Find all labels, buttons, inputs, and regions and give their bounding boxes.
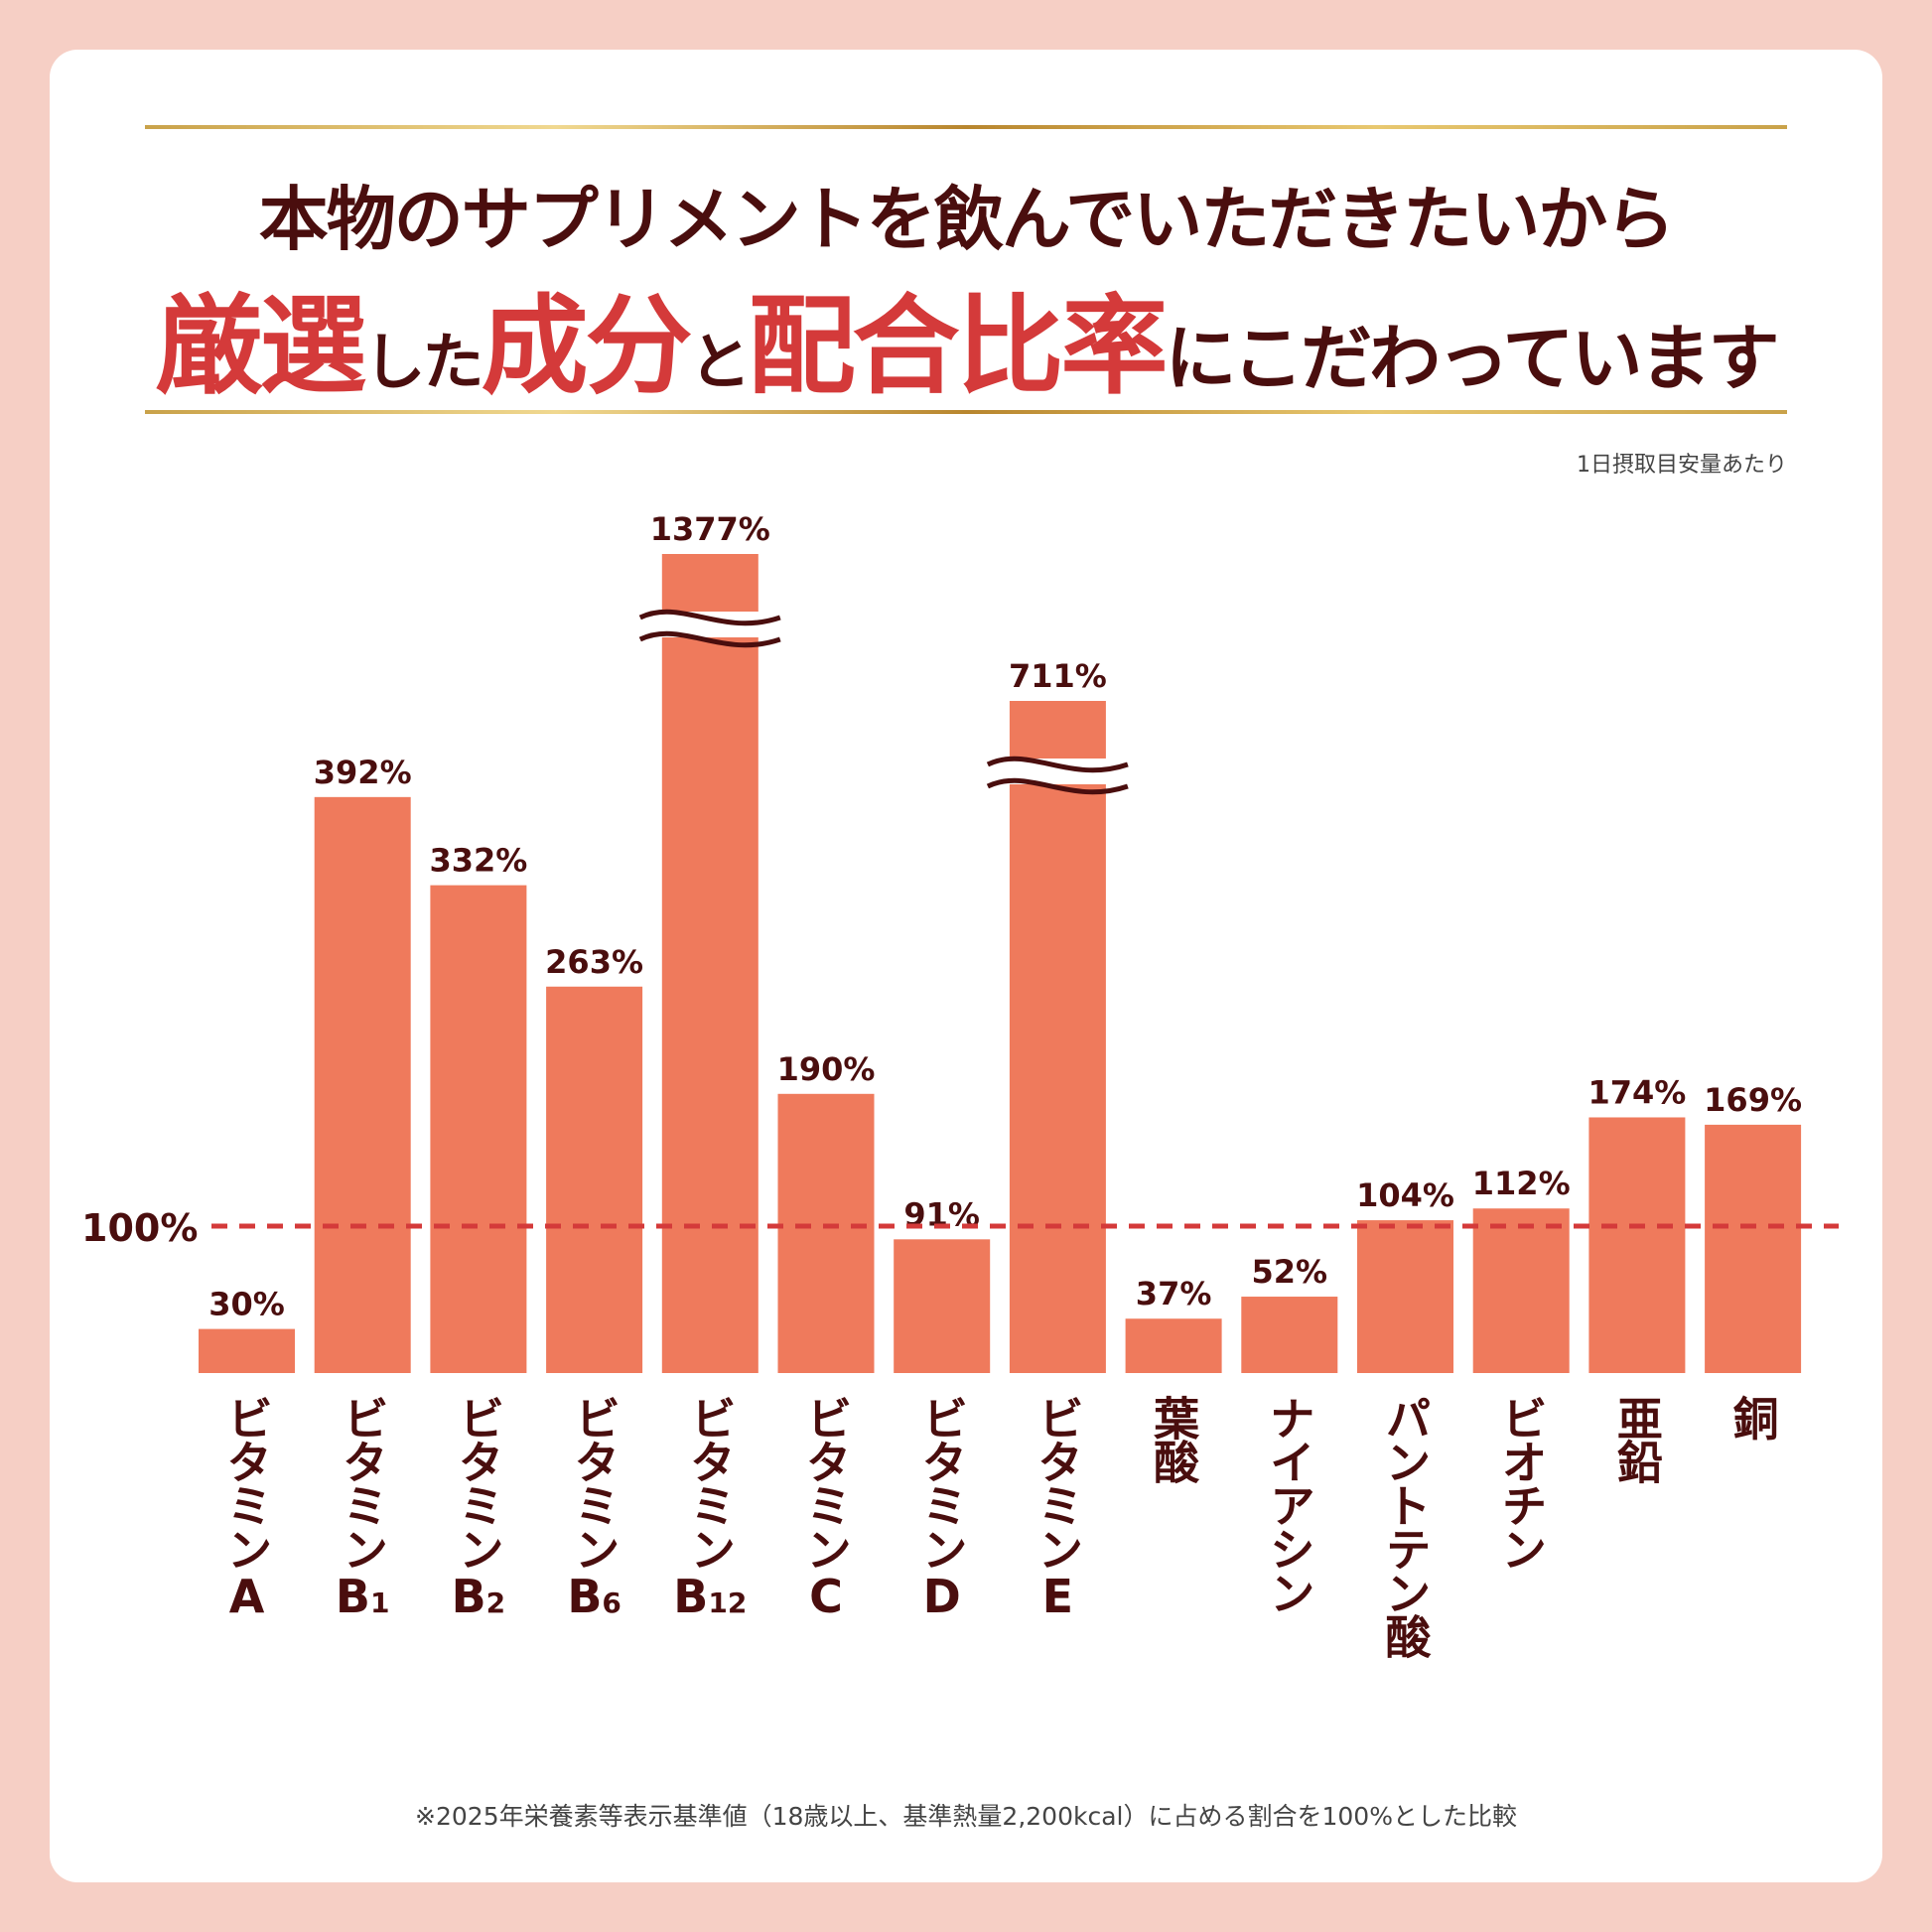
value-label: 332% — [429, 842, 527, 880]
value-label: 169% — [1704, 1081, 1802, 1119]
category-letter: B — [673, 1570, 709, 1623]
value-label: 190% — [777, 1050, 876, 1088]
category-main: 葉酸 — [1147, 1395, 1201, 1482]
category-main: ビタミン — [799, 1395, 853, 1570]
category-label: ビタミン C — [778, 1395, 875, 1619]
bar — [661, 554, 759, 1373]
bar — [1705, 1124, 1802, 1373]
value-label: 52% — [1252, 1253, 1328, 1291]
category-suffix: E — [1042, 1574, 1073, 1619]
category-letter: A — [228, 1570, 265, 1623]
axis-break-wave — [986, 756, 1129, 773]
title-part: と — [689, 326, 752, 398]
category-label: ビタミン B1 — [315, 1395, 411, 1619]
bar — [546, 986, 643, 1373]
bar — [1125, 1318, 1222, 1373]
bar — [894, 1239, 991, 1373]
bar — [1357, 1220, 1453, 1373]
bar — [1588, 1117, 1686, 1373]
title-line-1: 本物のサプリメントを飲んでいただきたいから — [258, 178, 1676, 260]
category-suffix: B2 — [452, 1574, 506, 1619]
category-label: パントテン酸 — [1357, 1395, 1453, 1657]
title-part: 配合比率 — [748, 284, 1169, 409]
bar — [430, 885, 527, 1373]
category-label: ビタミン E — [1010, 1395, 1106, 1619]
footnote: ※2025年栄養素等表示基準値（18歳以上、基準熱量2,200kcal）に占める… — [415, 1802, 1517, 1831]
category-suffix: B6 — [567, 1574, 621, 1619]
category-label: ビタミン D — [894, 1395, 990, 1619]
category-suffix: B12 — [673, 1574, 747, 1619]
axis-break-wave — [638, 630, 781, 648]
category-suffix: B1 — [336, 1574, 390, 1619]
category-main: ビタミン — [1031, 1395, 1085, 1570]
category-label: 銅 — [1705, 1395, 1801, 1439]
axis-break-wave — [986, 777, 1129, 795]
value-label: 1377% — [650, 510, 770, 548]
category-label: ビタミン B6 — [546, 1395, 642, 1619]
title-part: 成分 — [481, 284, 693, 409]
category-label: ビタミン B12 — [662, 1395, 759, 1619]
title-line-2: 厳選した成分と配合比率にこだわっています — [0, 260, 1932, 415]
bar — [314, 796, 411, 1373]
category-subscript: 1 — [369, 1587, 390, 1619]
category-label: ナイアシン — [1241, 1395, 1337, 1613]
title-part: にこだわっています — [1165, 316, 1780, 400]
value-label: 174% — [1587, 1073, 1686, 1111]
top-gold-rule — [145, 125, 1787, 129]
category-main: 銅 — [1725, 1395, 1780, 1439]
reference-line-label: 100% — [81, 1206, 199, 1250]
value-label: 112% — [1472, 1165, 1571, 1202]
category-letter: B — [335, 1570, 370, 1623]
bar — [1472, 1208, 1570, 1373]
value-label: 104% — [1356, 1176, 1454, 1214]
category-main: ビタミン — [914, 1395, 969, 1570]
category-main: ビタミン — [683, 1395, 738, 1570]
bar — [199, 1328, 295, 1373]
bar — [777, 1093, 875, 1373]
bar — [1009, 701, 1106, 1373]
category-main: 亜鉛 — [1609, 1395, 1664, 1482]
category-label: 葉酸 — [1126, 1395, 1222, 1482]
category-letter: B — [451, 1570, 486, 1623]
category-label: 亜鉛 — [1588, 1395, 1685, 1482]
title-part: した — [363, 326, 483, 398]
value-label: 263% — [545, 943, 643, 981]
category-suffix: C — [809, 1574, 843, 1619]
category-main: ビタミン — [219, 1395, 274, 1570]
category-label: ビオチン — [1473, 1395, 1570, 1570]
axis-break-wave — [638, 609, 781, 626]
value-label: 37% — [1136, 1275, 1212, 1312]
category-main: ビタミン — [336, 1395, 390, 1570]
category-main: ビタミン — [451, 1395, 505, 1570]
bottom-gold-rule — [145, 410, 1787, 414]
category-main: パントテン酸 — [1378, 1395, 1433, 1657]
category-label: ビタミン B2 — [430, 1395, 526, 1619]
category-label: ビタミン A — [199, 1395, 295, 1619]
category-main: ビタミン — [567, 1395, 621, 1570]
category-letter: E — [1041, 1570, 1074, 1623]
category-subscript: 2 — [485, 1587, 506, 1619]
value-label: 30% — [208, 1286, 285, 1323]
per-day-note: 1日摂取目安量あたり — [1577, 453, 1787, 478]
category-main: ナイアシン — [1262, 1395, 1316, 1613]
category-suffix: D — [923, 1574, 961, 1619]
value-label: 711% — [1009, 657, 1107, 695]
category-letter: C — [809, 1570, 843, 1623]
category-letter: D — [922, 1570, 961, 1623]
bar — [1241, 1297, 1338, 1373]
category-main: ビオチン — [1494, 1395, 1549, 1570]
category-subscript: 12 — [708, 1587, 748, 1619]
category-letter: B — [567, 1570, 603, 1623]
value-label: 392% — [314, 754, 412, 791]
category-suffix: A — [229, 1574, 265, 1619]
category-subscript: 6 — [602, 1587, 621, 1619]
title-part: 厳選 — [155, 284, 366, 409]
